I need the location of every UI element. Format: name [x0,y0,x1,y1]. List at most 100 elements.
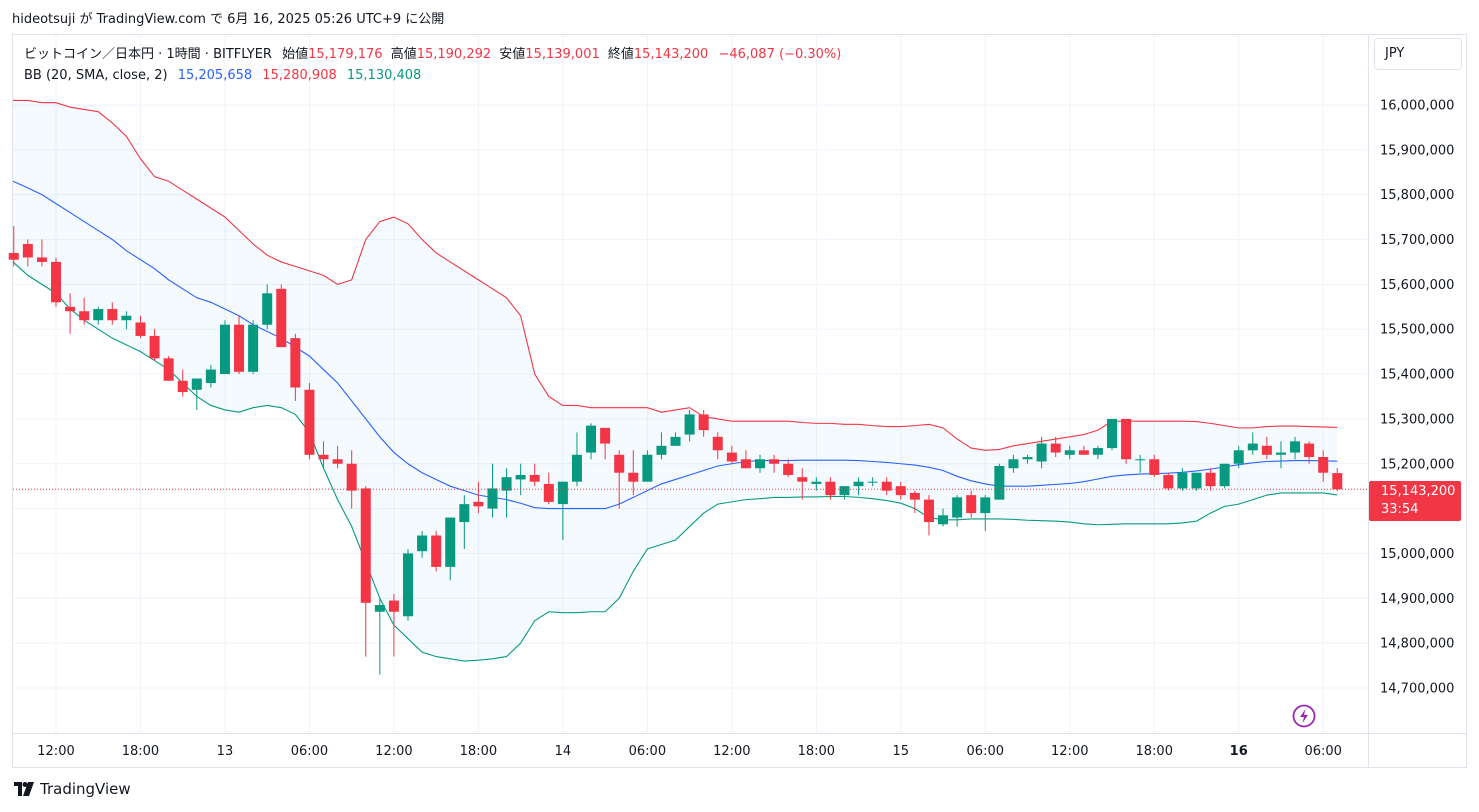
candle-body [712,436,723,451]
candle-body [586,425,597,453]
candle-body [332,459,343,464]
candle-body [1078,450,1089,455]
candle-body [980,497,991,514]
chart-legend: ビットコイン／日本円 · 1時間 · BITFLYER 始値15,179,176… [24,44,841,86]
price-axis-label: 15,400,000 [1380,368,1454,383]
price-axis-label: 16,000,000 [1380,98,1454,113]
candle-body [36,257,47,262]
time-axis-label: 18:00 [122,744,159,759]
price-axis-label: 14,900,000 [1380,592,1454,607]
candle-body [248,324,259,372]
price-axis-label: 15,900,000 [1380,143,1454,158]
candle-body [445,517,456,567]
candle-body [1163,474,1174,489]
close-label: 終値 [607,47,634,62]
candle-body [262,293,273,325]
candle-body [1022,457,1033,460]
publish-info: hideotsuji が TradingView.com で 6月 16, 20… [12,12,445,27]
candle-body [952,497,963,518]
symbol-title[interactable]: ビットコイン／日本円 · 1時間 · BITFLYER [24,47,272,62]
candle-body [1318,457,1329,473]
price-axis-label: 15,200,000 [1380,457,1454,472]
lightning-icon[interactable] [1292,704,1316,728]
currency-button[interactable]: JPY [1374,38,1462,70]
time-axis-label: 12:00 [1051,744,1088,759]
time-axis-label: 12:00 [375,744,412,759]
candle-body [205,369,216,384]
candle-body [417,535,428,552]
candle-body [670,436,681,446]
candle-body [318,454,329,460]
candle-body [487,488,498,509]
price-axis-label: 15,700,000 [1380,233,1454,248]
candle-body [614,454,625,473]
candle-body [304,389,315,455]
candle-body [515,474,526,480]
candle-body [1304,443,1315,458]
candle-body [839,486,850,496]
candle-body [797,477,808,482]
candle-body [881,481,892,491]
candle-body [811,481,822,484]
open-value: 15,179,176 [308,47,383,62]
price-axis-label: 15,500,000 [1380,323,1454,338]
time-axis-label: 06:00 [967,744,1004,759]
candle-body [769,459,780,464]
candle-body [642,454,653,482]
tradingview-logo-icon [14,782,34,796]
candle-body [1107,418,1117,449]
footer-brand[interactable]: TradingView [14,780,131,798]
candle-body [374,605,385,612]
time-axis-label: 13 [217,744,234,759]
candle-body [473,501,484,507]
candle-body [557,481,568,505]
bar-countdown: 33:54 [1381,502,1419,517]
candle-body [571,454,582,482]
candle-body [135,322,146,336]
candle-body [290,338,301,388]
candle-body [923,499,934,523]
candle-body [1092,448,1103,455]
candle-body [22,243,33,258]
candle-body [867,481,878,483]
candle-body [107,309,118,321]
candle-body [1205,472,1216,487]
candle-body [1008,459,1019,469]
time-axis-label: 18:00 [1136,744,1173,759]
price-axis-label: 15,600,000 [1380,278,1454,293]
time-axis-label: 16 [1230,744,1248,759]
chart-area[interactable] [12,34,1467,768]
last-price-value: 15,143,200 [1381,484,1456,499]
candle-body [656,445,667,455]
candle-body [93,309,104,321]
bb-basis-line [12,180,1338,510]
candle-body [1177,472,1188,489]
candle-body [388,600,399,612]
candle-body [276,288,287,348]
candle-body [1247,443,1258,451]
candle-body [740,459,751,469]
candle-body [234,324,245,372]
candle-body [825,481,836,496]
candle-body [543,483,554,502]
bb-lower-value: 15,130,408 [346,68,422,83]
bb-band-fill [13,100,1338,662]
candle-body [966,495,977,514]
time-axis-label: 12:00 [713,744,750,759]
candle-body [459,504,470,523]
time-axis-label: 06:00 [291,744,328,759]
candle-body [1050,443,1061,453]
candle-body [121,315,132,321]
last-price-tag: 15,143,200 33:54 [1369,481,1461,521]
price-axis-label: 14,800,000 [1380,637,1454,652]
candle-body [219,324,230,375]
candle-body [684,414,695,435]
candle-body [1233,450,1244,464]
time-axis-label: 15 [893,744,910,759]
time-axis-label: 06:00 [629,744,666,759]
candle-body [1290,441,1301,453]
low-label: 安値 [499,47,526,62]
candle-body [8,252,19,260]
bb-label[interactable]: BB (20, SMA, close, 2) [24,68,168,83]
